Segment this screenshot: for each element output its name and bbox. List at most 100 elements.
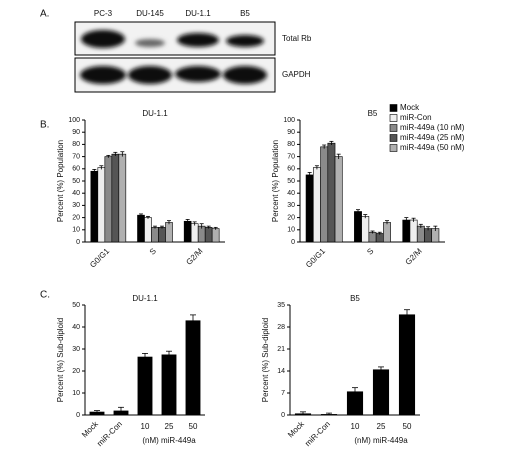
bar xyxy=(327,142,336,243)
y-axis-title: Percent (%) Population xyxy=(56,140,65,222)
y-tick-label: 60 xyxy=(287,166,295,173)
bar xyxy=(104,156,113,243)
y-tick-label: 0 xyxy=(76,239,80,246)
y-tick-label: 20 xyxy=(72,368,80,375)
y-tick-label: 0 xyxy=(291,239,295,246)
y-axis-title: Percent (%) Population xyxy=(271,140,280,222)
bar xyxy=(368,231,377,243)
y-tick-label: 40 xyxy=(287,190,295,197)
bar xyxy=(320,146,329,243)
bar xyxy=(312,167,321,243)
chart-title: DU-1.1 xyxy=(132,294,158,303)
x-tick-label: 10 xyxy=(141,422,150,431)
y-tick-label: 10 xyxy=(72,390,80,397)
legend-swatch xyxy=(389,144,398,152)
row-label: Total Rb xyxy=(282,34,312,43)
y-axis-title: Percent (%) Sub-diploid xyxy=(261,318,270,402)
x-tick-label: miR-Con xyxy=(303,420,332,449)
lane-label: B5 xyxy=(240,9,250,18)
x-tick-label: S xyxy=(148,247,158,257)
y-tick-label: 80 xyxy=(72,141,80,148)
y-tick-label: 100 xyxy=(68,117,80,124)
bar xyxy=(354,211,362,243)
panel-label: A. xyxy=(40,9,49,20)
bar xyxy=(111,153,120,243)
y-tick-label: 0 xyxy=(281,412,285,419)
legend-swatch xyxy=(389,124,398,132)
panel-label: C. xyxy=(40,290,50,301)
bar xyxy=(305,174,314,243)
legend-label: Mock xyxy=(400,103,420,112)
bar xyxy=(158,227,166,243)
y-tick-label: 10 xyxy=(72,227,80,234)
y-tick-label: 10 xyxy=(287,227,295,234)
bar xyxy=(161,354,177,415)
chart-title: DU-1.1 xyxy=(142,109,168,118)
x-tick-label: Mock xyxy=(80,419,101,440)
bar xyxy=(151,227,159,243)
x-axis-title: (nM) miR-449a xyxy=(354,436,408,445)
x-tick-label: Mock xyxy=(286,419,307,440)
bar xyxy=(144,217,152,243)
y-tick-label: 20 xyxy=(72,214,80,221)
x-tick-label: miR-Con xyxy=(95,420,124,449)
y-tick-label: 50 xyxy=(72,302,80,309)
lane-label: DU-1.1 xyxy=(185,9,211,18)
bar xyxy=(90,170,99,243)
bar xyxy=(361,216,370,243)
bar xyxy=(185,320,201,415)
x-tick-label: G0/G1 xyxy=(88,246,111,269)
panel-label: B. xyxy=(40,120,49,131)
x-tick-label: 50 xyxy=(189,422,198,431)
legend-swatch xyxy=(389,134,398,142)
y-tick-label: 30 xyxy=(287,202,295,209)
chart-title: B5 xyxy=(350,294,360,303)
bar xyxy=(416,225,425,243)
y-tick-label: 40 xyxy=(72,190,80,197)
bar xyxy=(334,156,343,243)
x-tick-label: G2/M xyxy=(404,246,424,266)
bar xyxy=(137,214,145,243)
legend-label: miR-449a (10 nM) xyxy=(400,123,465,132)
x-tick-label: G0/G1 xyxy=(304,246,327,269)
x-tick-label: G2/M xyxy=(184,246,204,266)
bar xyxy=(409,219,418,243)
legend-label: miR-449a (50 nM) xyxy=(400,143,465,152)
x-tick-label: 50 xyxy=(403,422,412,431)
legend-label: miR-449a (25 nM) xyxy=(400,133,465,142)
bar xyxy=(190,223,199,243)
bar xyxy=(165,222,173,243)
chart-title: B5 xyxy=(368,109,378,118)
y-tick-label: 80 xyxy=(287,141,295,148)
bar xyxy=(118,153,127,243)
y-tick-label: 28 xyxy=(277,324,285,331)
bar xyxy=(424,228,433,243)
y-tick-label: 60 xyxy=(72,166,80,173)
bar xyxy=(398,314,416,415)
y-tick-label: 50 xyxy=(72,178,80,185)
y-tick-label: 0 xyxy=(76,412,80,419)
bar xyxy=(183,220,192,243)
legend-label: miR-Con xyxy=(400,113,432,122)
y-tick-label: 14 xyxy=(277,368,285,375)
y-tick-label: 90 xyxy=(72,129,80,136)
y-tick-label: 90 xyxy=(287,129,295,136)
x-tick-label: 25 xyxy=(377,422,386,431)
bar xyxy=(211,228,220,243)
y-tick-label: 100 xyxy=(283,117,295,124)
y-tick-label: 20 xyxy=(287,214,295,221)
bar xyxy=(402,219,411,243)
x-tick-label: S xyxy=(365,247,375,257)
lane-label: PC-3 xyxy=(94,9,113,18)
y-tick-label: 70 xyxy=(72,153,80,160)
y-tick-label: 7 xyxy=(281,390,285,397)
y-tick-label: 30 xyxy=(72,346,80,353)
bar xyxy=(137,356,153,415)
y-axis-title: Percent (%) Sub-diploid xyxy=(56,318,65,402)
y-tick-label: 35 xyxy=(277,302,285,309)
row-label: GAPDH xyxy=(282,70,311,79)
bar xyxy=(383,222,391,243)
bar xyxy=(346,391,364,415)
x-axis-title: (nM) miR-449a xyxy=(142,436,196,445)
